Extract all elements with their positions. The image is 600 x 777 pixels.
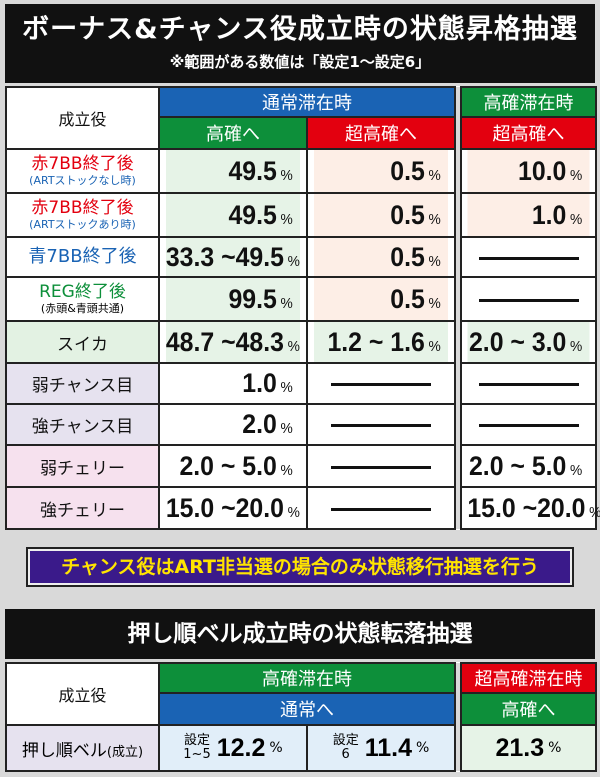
value-cell: 33.3 ~49.5%: [163, 236, 303, 278]
value-cell: 99.5%: [163, 276, 303, 322]
range-note: ※範囲がある数値は「設定1～設定6」: [169, 53, 431, 71]
table-row: 強チャンス目 2.0%: [5, 403, 597, 446]
value-cell: 0.5%: [311, 192, 450, 238]
row-label: 赤7BB終了後 (ARTストックなし時): [5, 148, 160, 194]
row-label: REG終了後 (赤頭&青頭共通): [5, 276, 160, 322]
value-cell: 0.5%: [311, 148, 450, 194]
row-label: 赤7BB終了後 (ARTストックあり時): [5, 192, 160, 238]
table-row: 弱チェリー 2.0 ~ 5.0% 2.0 ~ 5.0%: [5, 444, 596, 488]
value-cell-setting-6: 設定 6 11.4%: [306, 724, 456, 772]
row-label: 強チェリー: [5, 486, 160, 530]
row-label: スイカ: [5, 320, 160, 364]
to-super-header: 超高確へ: [306, 116, 456, 150]
value-cell: 0.5%: [311, 276, 450, 322]
dash-mark: [478, 424, 579, 427]
row-label: 青7BB終了後: [5, 236, 160, 278]
super-stay-header: 超高確滞在時: [460, 662, 597, 694]
promotion-table: 成立役 通常滞在時 高確滞在時 高確へ 超高確へ 超高確へ 赤7BB終了後 (AR…: [5, 86, 600, 530]
column-gap: [455, 87, 461, 529]
table-row: 強チェリー 15.0 ~20.0% 15.0 ~20.0%: [5, 486, 600, 530]
no-value-cell: [460, 403, 597, 446]
dash-mark: [478, 383, 579, 386]
to-high-header: 高確へ: [158, 116, 308, 150]
no-value-cell: [306, 444, 456, 488]
dash-mark: [478, 298, 579, 302]
no-value-cell: [460, 362, 597, 405]
value-cell: 1.0%: [465, 192, 592, 238]
dash-mark: [478, 256, 579, 260]
row-label: 弱チェリー: [5, 444, 160, 488]
value-cell: 15.0 ~20.0%: [465, 486, 600, 530]
value-cell: 1.2 ~ 1.6%: [311, 320, 450, 364]
value-cell: 49.5%: [163, 192, 303, 238]
demotion-table: 成立役 高確滞在時 超高確滞在時 通常へ 高確へ 押し順ベル(成立) 設定 1~5…: [5, 662, 597, 772]
table-row: 弱チャンス目 1.0%: [5, 362, 597, 405]
role-header: 成立役: [5, 86, 160, 150]
value-cell: 2.0 ~ 3.0%: [465, 320, 592, 364]
value-cell: 1.0%: [163, 362, 303, 405]
main-title-bar: ボーナス&チャンス役成立時の状態昇格抽選 ※範囲がある数値は「設定1～設定6」: [5, 4, 595, 83]
value-cell: 21.3%: [460, 724, 597, 772]
value-cell: 10.0%: [465, 148, 592, 194]
row-label: 強チャンス目: [5, 403, 160, 446]
dash-mark: [331, 383, 431, 386]
value-cell: 48.7 ~48.3%: [163, 320, 303, 364]
no-value-cell: [306, 362, 456, 405]
table-row: 青7BB終了後 33.3 ~49.5% 0.5%: [5, 236, 597, 278]
value-cell-setting-1-5: 設定 1~5 12.2%: [158, 724, 308, 772]
role-header: 成立役: [5, 662, 160, 726]
chance-role-note-banner: チャンス役はART非当選の場合のみ状態移行抽選を行う: [26, 547, 574, 587]
row-label: 弱チャンス目: [5, 362, 160, 405]
section-title: 押し順ベル成立時の状態転落抽選: [5, 609, 595, 659]
column-gap: [455, 663, 461, 771]
no-value-cell: [306, 403, 456, 446]
no-value-cell: [460, 236, 597, 278]
table-row: スイカ 48.7 ~48.3% 1.2 ~ 1.6% 2.0 ~ 3.0%: [5, 320, 596, 364]
value-cell: 0.5%: [311, 236, 450, 278]
to-high-header: 高確へ: [460, 692, 597, 726]
table-row: 赤7BB終了後 (ARTストックなし時) 49.5% 0.5% 10.0%: [5, 148, 596, 194]
dash-mark: [331, 465, 431, 469]
no-value-cell: [306, 486, 456, 530]
high-stay-header: 高確滞在時: [158, 662, 456, 694]
row-label: 押し順ベル(成立): [5, 724, 160, 772]
value-cell: 2.0 ~ 5.0%: [465, 444, 592, 488]
table-row: 押し順ベル(成立) 設定 1~5 12.2% 設定 6 11.4% 21.3%: [5, 724, 597, 772]
table-row: REG終了後 (赤頭&青頭共通) 99.5% 0.5%: [5, 276, 597, 322]
dash-mark: [331, 507, 431, 511]
table-row: 赤7BB終了後 (ARTストックあり時) 49.5% 0.5% 1.0%: [5, 192, 596, 238]
normal-stay-header: 通常滞在時: [158, 86, 456, 118]
to-super-header-2: 超高確へ: [460, 116, 597, 150]
value-cell: 49.5%: [163, 148, 303, 194]
value-cell: 2.0 ~ 5.0%: [163, 444, 303, 488]
to-normal-header: 通常へ: [158, 692, 456, 726]
value-cell: 15.0 ~20.0%: [163, 486, 303, 530]
no-value-cell: [460, 276, 597, 322]
value-cell: 2.0%: [163, 403, 303, 446]
dash-mark: [331, 424, 431, 427]
high-stay-header: 高確滞在時: [460, 86, 597, 118]
main-title: ボーナス&チャンス役成立時の状態昇格抽選: [22, 14, 578, 45]
